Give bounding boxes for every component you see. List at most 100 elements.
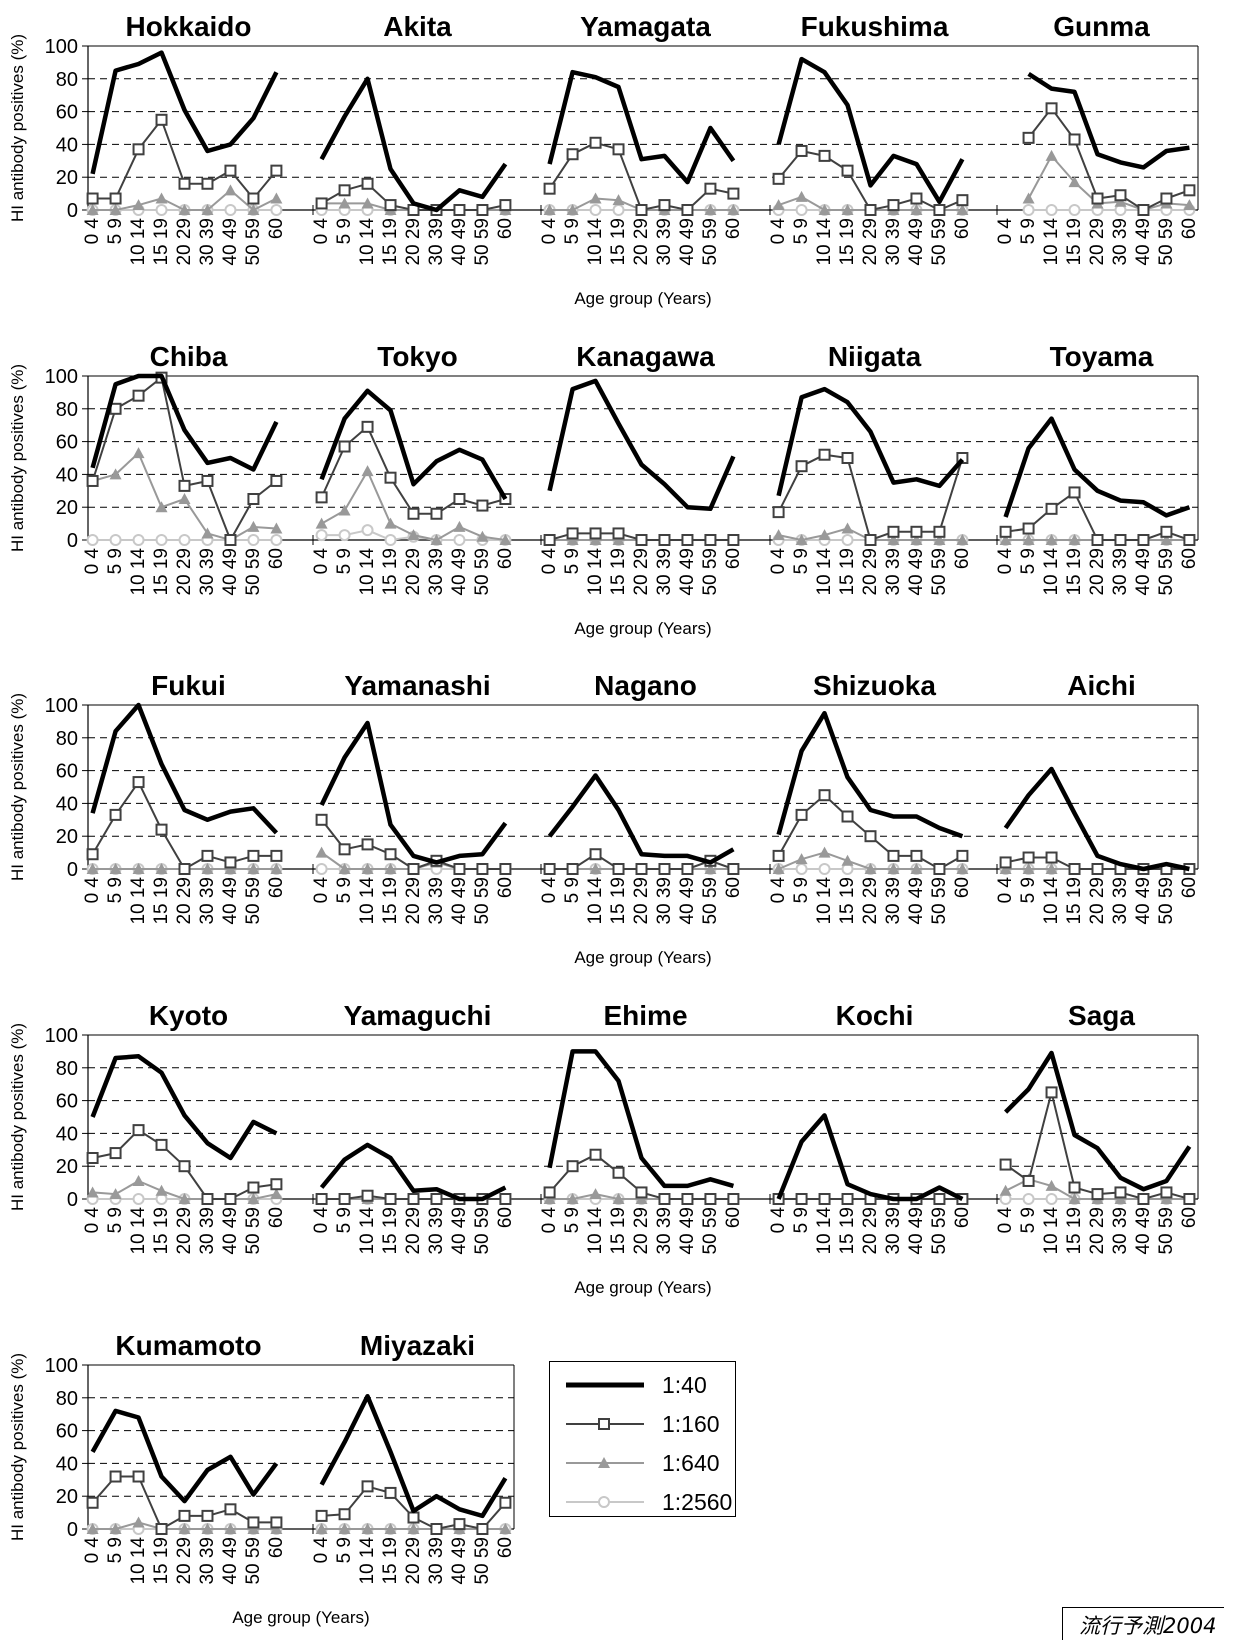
y-tick-label: 40 xyxy=(56,1123,78,1145)
data-point-1-160 xyxy=(795,1193,808,1205)
data-point-1-160 xyxy=(1091,192,1104,205)
x-tick-label: 60 xyxy=(266,548,287,569)
data-point-1-640 xyxy=(270,192,283,204)
data-point-1-640 xyxy=(315,1523,328,1534)
data-point-1-160 xyxy=(499,1193,512,1205)
data-point-1-160 xyxy=(910,849,923,862)
data-point-1-640 xyxy=(178,1193,191,1204)
legend-swatch-1-2560 xyxy=(566,1496,644,1508)
x-tick-label: 60 xyxy=(495,877,516,898)
data-point-1-160 xyxy=(315,491,328,504)
data-point-1-640 xyxy=(772,529,785,541)
panel-title: Kanagawa xyxy=(576,341,715,372)
x-tick-label: 20 29 xyxy=(1087,1207,1108,1255)
data-point-1-640 xyxy=(818,529,831,541)
data-point-1-640 xyxy=(224,1523,237,1534)
y-tick-label: 100 xyxy=(45,366,78,388)
data-point-1-640 xyxy=(795,534,808,545)
data-point-1-160 xyxy=(1114,1186,1127,1199)
data-point-1-640 xyxy=(499,534,512,545)
data-point-1-160 xyxy=(201,1509,214,1522)
data-point-1-640 xyxy=(155,501,168,513)
panel-title: Gunma xyxy=(1053,11,1150,42)
x-tick-label: 60 xyxy=(266,877,287,898)
data-point-1-160 xyxy=(132,776,145,789)
data-point-1-160 xyxy=(407,507,420,520)
x-tick-label: 30 39 xyxy=(654,548,675,596)
data-point-1-640 xyxy=(933,534,946,545)
data-point-1-640 xyxy=(476,530,489,542)
data-point-1-160 xyxy=(109,192,122,205)
x-tick-label: 20 29 xyxy=(631,877,652,925)
x-tick-label: 20 29 xyxy=(403,548,424,596)
x-tick-label: 0 4 xyxy=(768,548,789,575)
data-point-1-640 xyxy=(589,192,602,204)
data-point-1-160 xyxy=(1137,204,1150,216)
x-tick-label: 40 49 xyxy=(906,1207,927,1255)
data-point-1-640 xyxy=(407,1523,420,1534)
data-point-1-160 xyxy=(1091,1188,1104,1201)
data-point-1-640 xyxy=(1160,534,1173,545)
data-point-1-160 xyxy=(361,1480,374,1493)
x-tick-label: 50 59 xyxy=(243,1207,264,1255)
x-tick-label: 50 59 xyxy=(472,1207,493,1255)
x-tick-label: 10 14 xyxy=(357,1207,378,1255)
data-point-1-640 xyxy=(910,863,923,874)
data-point-1-640 xyxy=(361,465,374,477)
data-point-1-640 xyxy=(224,184,237,196)
x-tick-label: 40 49 xyxy=(906,218,927,266)
data-point-1-640 xyxy=(155,1184,168,1196)
data-point-1-160 xyxy=(476,863,489,875)
x-tick-label: 30 39 xyxy=(426,1537,447,1585)
data-point-1-640 xyxy=(384,863,397,874)
x-tick-label: 60 xyxy=(952,218,973,239)
data-point-1-160 xyxy=(270,164,283,177)
y-tick-label: 0 xyxy=(67,859,78,881)
data-point-1-160 xyxy=(201,474,214,487)
data-point-1-160 xyxy=(361,1189,374,1202)
data-point-1-640 xyxy=(999,1184,1012,1196)
data-point-1-2560 xyxy=(453,534,466,546)
series-line-1-40 xyxy=(776,386,965,497)
data-point-1-160 xyxy=(566,527,579,540)
x-tick-label: 5 9 xyxy=(791,218,812,244)
panel-title: Ehime xyxy=(603,1000,687,1031)
series-line-1-40 xyxy=(319,388,508,501)
series-line-1-40 xyxy=(1004,1050,1192,1192)
data-point-1-160 xyxy=(453,493,466,505)
x-tick-label: 20 29 xyxy=(860,548,881,596)
data-point-1-160 xyxy=(247,849,260,862)
x-tick-label: 60 xyxy=(495,1207,516,1228)
data-point-1-160 xyxy=(224,856,237,869)
data-point-1-160 xyxy=(772,849,785,862)
x-tick-label: 50 59 xyxy=(929,1207,950,1255)
data-point-1-2560 xyxy=(1045,204,1058,216)
data-point-1-160 xyxy=(612,527,625,540)
data-point-1-640 xyxy=(132,1174,145,1186)
data-point-1-2560 xyxy=(1022,1193,1035,1205)
panel-title: Saga xyxy=(1068,1000,1135,1031)
x-tick-label: 50 59 xyxy=(1156,218,1177,266)
data-point-1-160 xyxy=(818,448,831,461)
data-point-1-160 xyxy=(566,148,579,161)
x-tick-label: 5 9 xyxy=(334,1207,355,1233)
x-tick-label: 5 9 xyxy=(1018,218,1039,244)
data-point-1-640 xyxy=(864,863,877,874)
x-tick-label: 50 59 xyxy=(929,877,950,925)
data-point-1-160 xyxy=(681,204,694,216)
series-line-1-40 xyxy=(776,1113,964,1202)
data-point-1-640 xyxy=(247,863,260,874)
data-point-1-160 xyxy=(999,525,1012,538)
data-point-1-160 xyxy=(430,507,443,520)
data-point-1-160 xyxy=(1068,133,1081,146)
data-point-1-160 xyxy=(933,204,946,216)
x-axis-label: Age group (Years) xyxy=(574,948,711,967)
data-point-1-160 xyxy=(270,1516,283,1529)
data-point-1-640 xyxy=(887,863,900,874)
data-point-1-160 xyxy=(407,1511,420,1524)
data-point-1-160 xyxy=(1045,1086,1058,1099)
